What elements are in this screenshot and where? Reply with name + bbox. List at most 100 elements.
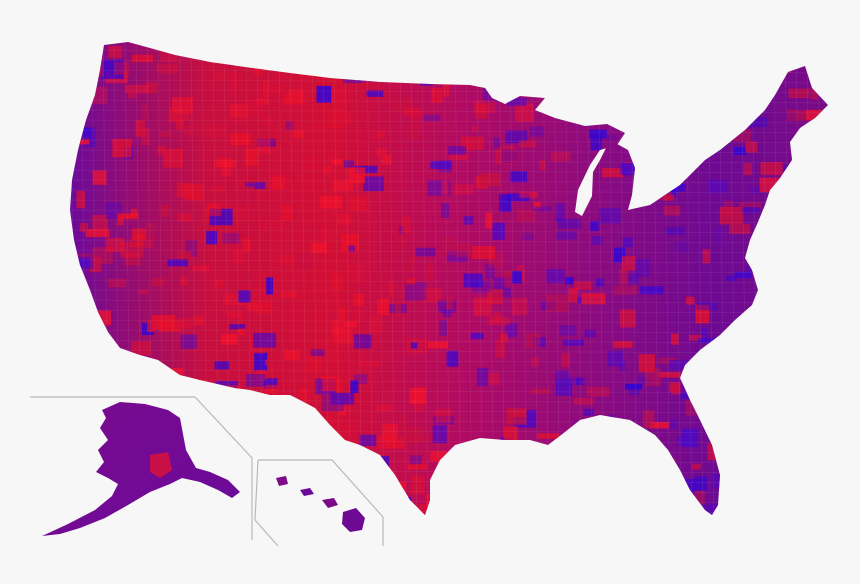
county-cell xyxy=(89,457,101,468)
county-cell xyxy=(361,421,373,439)
county-cell xyxy=(130,208,138,217)
county-cell xyxy=(791,42,804,51)
county-border xyxy=(70,179,828,184)
county-cell xyxy=(328,312,339,320)
county-cell xyxy=(406,277,416,285)
county-cell xyxy=(522,232,534,241)
county-cell xyxy=(176,251,192,261)
county-cell xyxy=(818,199,828,210)
county-cell xyxy=(590,136,602,151)
county-cell xyxy=(427,180,451,196)
county-cell xyxy=(433,415,455,425)
county-cell xyxy=(127,92,138,99)
county-cell xyxy=(117,213,139,220)
county-cell xyxy=(554,203,565,223)
county-cell xyxy=(804,423,827,432)
county-cell xyxy=(640,286,664,295)
county-cell xyxy=(135,120,146,137)
county-cell xyxy=(108,45,123,58)
county-cell xyxy=(353,374,368,385)
county-cell xyxy=(112,138,132,158)
county-cell xyxy=(263,378,278,389)
county-border xyxy=(80,42,88,515)
county-cell xyxy=(663,205,681,216)
county-cell xyxy=(313,116,337,131)
county-cell xyxy=(175,118,184,130)
county-cell xyxy=(358,67,381,82)
county-cell xyxy=(565,277,574,285)
county-cell xyxy=(512,270,522,284)
county-border xyxy=(70,42,77,515)
county-cell xyxy=(701,503,721,515)
county-cell xyxy=(499,194,512,212)
county-cell xyxy=(127,362,152,372)
county-cell xyxy=(499,333,508,342)
county-cell xyxy=(331,159,343,165)
county-cell xyxy=(269,52,288,63)
county-cell xyxy=(92,214,108,230)
county-cell xyxy=(768,322,786,339)
county-cell xyxy=(485,212,493,229)
county-cell xyxy=(90,256,102,273)
county-cell xyxy=(206,231,218,245)
county-cell xyxy=(650,422,669,429)
county-cell xyxy=(703,379,715,389)
county-cell xyxy=(207,203,222,217)
county-cell xyxy=(86,500,102,507)
county-cell xyxy=(262,80,270,99)
county-cell xyxy=(421,435,442,441)
county-cell xyxy=(585,443,607,453)
county-cell xyxy=(729,363,747,379)
county-cell xyxy=(177,213,192,222)
county-cell xyxy=(369,313,381,333)
county-cell xyxy=(124,251,141,266)
county-cell xyxy=(310,349,325,357)
county-cell xyxy=(786,109,805,121)
county-cell xyxy=(87,86,108,105)
county-cell xyxy=(357,484,379,490)
county-border xyxy=(70,269,828,274)
county-cell xyxy=(398,414,408,433)
county-cell xyxy=(817,490,827,499)
county-cell xyxy=(473,100,496,114)
county-cell xyxy=(675,69,692,85)
county-cell xyxy=(149,494,170,507)
county-cell xyxy=(404,282,427,301)
county-cell xyxy=(86,465,94,480)
county-cell xyxy=(750,346,758,365)
county-cell xyxy=(614,285,638,295)
county-cell xyxy=(723,200,734,216)
county-cell xyxy=(809,306,828,317)
county-border xyxy=(70,42,828,44)
county-cell xyxy=(363,72,372,81)
county-cell xyxy=(157,145,166,155)
county-cell xyxy=(74,418,97,429)
county-cell xyxy=(180,334,197,349)
county-cell xyxy=(72,137,90,145)
county-cell xyxy=(176,318,194,329)
county-cell xyxy=(456,242,472,257)
county-cell xyxy=(333,424,358,443)
county-cell xyxy=(210,185,225,193)
county-cell xyxy=(471,125,478,132)
county-border xyxy=(70,199,828,204)
county-cell xyxy=(451,493,469,500)
county-cell xyxy=(396,481,406,490)
county-cell xyxy=(746,469,757,482)
county-cell xyxy=(264,384,279,394)
county-cell xyxy=(416,42,432,52)
county-cell xyxy=(602,168,624,178)
county-cell xyxy=(562,339,584,346)
county-cell xyxy=(317,266,326,272)
county-cell xyxy=(322,377,343,392)
county-cell xyxy=(753,254,775,265)
county-border xyxy=(70,339,828,344)
county-cell xyxy=(657,357,677,364)
county-cell xyxy=(607,351,623,367)
county-cell xyxy=(160,131,172,138)
county-cell xyxy=(805,109,824,121)
county-cell xyxy=(492,222,505,240)
county-cell xyxy=(310,229,319,236)
county-cell xyxy=(730,464,750,476)
